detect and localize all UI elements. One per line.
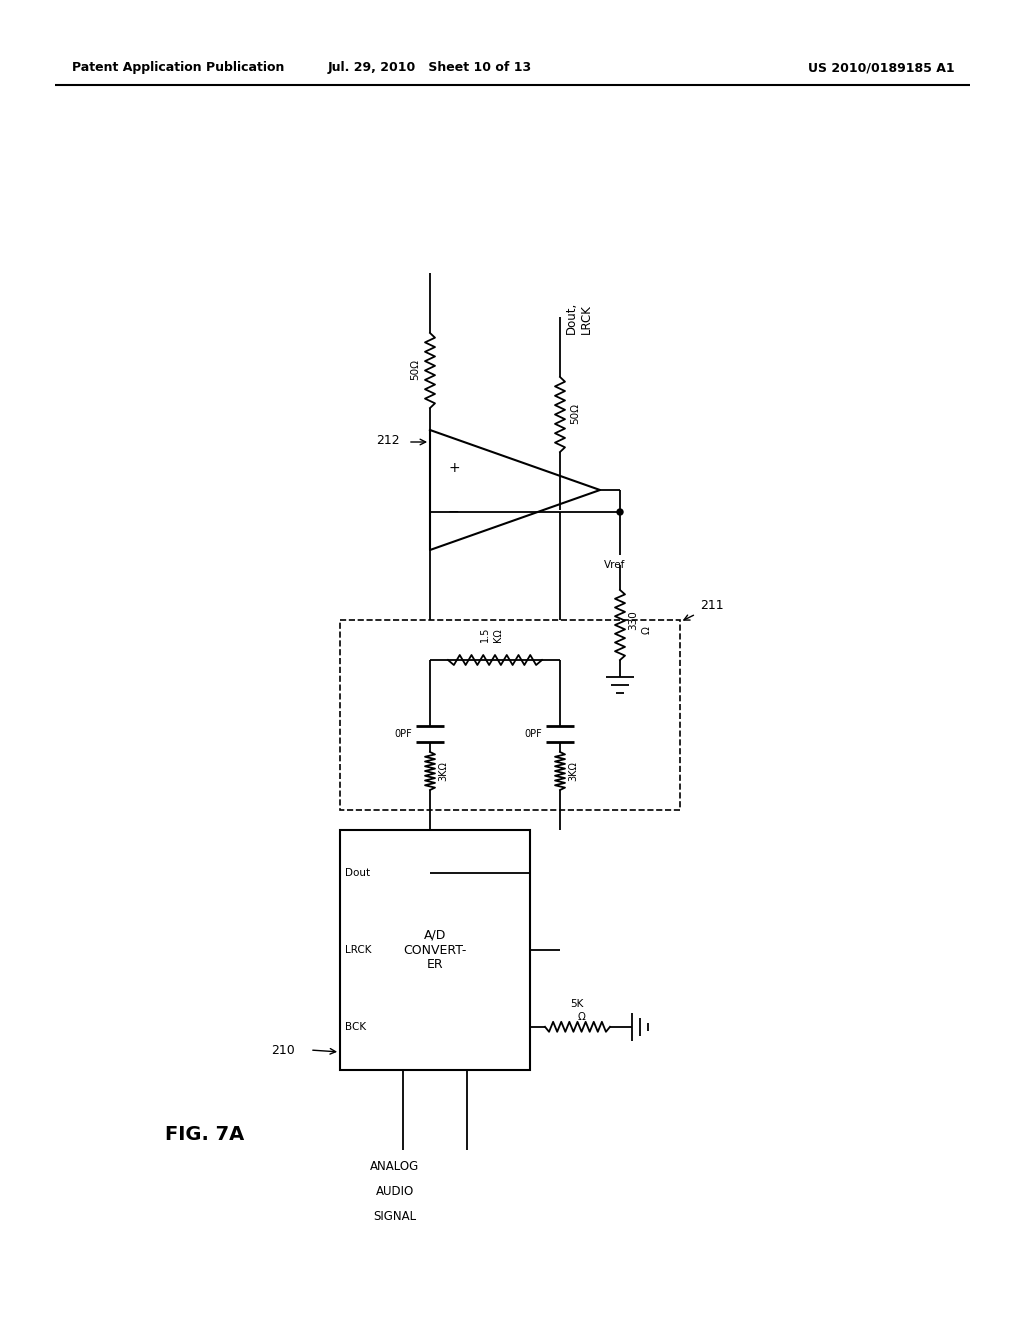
Text: 50Ω: 50Ω <box>570 404 580 425</box>
Text: 330: 330 <box>628 610 638 630</box>
Text: 1.5: 1.5 <box>480 627 490 642</box>
Text: 5K: 5K <box>570 999 584 1008</box>
Text: BCK: BCK <box>345 1022 367 1032</box>
Text: 50Ω: 50Ω <box>410 359 420 380</box>
Text: SIGNAL: SIGNAL <box>373 1210 417 1224</box>
Text: 212: 212 <box>377 433 400 446</box>
Text: AUDIO: AUDIO <box>376 1185 414 1199</box>
Text: Ω: Ω <box>579 1012 586 1022</box>
Text: Dout: Dout <box>345 869 370 878</box>
Text: FIG. 7A: FIG. 7A <box>165 1126 245 1144</box>
Text: −: − <box>449 506 460 519</box>
Text: Jul. 29, 2010   Sheet 10 of 13: Jul. 29, 2010 Sheet 10 of 13 <box>328 62 532 74</box>
Text: +: + <box>449 461 460 475</box>
Circle shape <box>617 510 623 515</box>
Text: LRCK: LRCK <box>345 945 372 954</box>
Text: Patent Application Publication: Patent Application Publication <box>72 62 285 74</box>
Text: 0PF: 0PF <box>524 729 542 739</box>
Text: 3KΩ: 3KΩ <box>438 762 449 781</box>
Bar <box>340 830 530 1071</box>
Text: A/D
CONVERT-
ER: A/D CONVERT- ER <box>403 928 467 972</box>
Text: KΩ: KΩ <box>493 628 503 642</box>
Text: 211: 211 <box>700 599 724 612</box>
Text: Ω: Ω <box>642 626 652 634</box>
Text: ANALOG: ANALOG <box>370 1160 419 1173</box>
Text: Dout,
LRCK: Dout, LRCK <box>565 302 593 334</box>
Text: 3KΩ: 3KΩ <box>568 762 578 781</box>
Text: 0PF: 0PF <box>394 729 412 739</box>
Text: 210: 210 <box>271 1044 295 1056</box>
Text: US 2010/0189185 A1: US 2010/0189185 A1 <box>808 62 955 74</box>
Text: Vref: Vref <box>604 560 626 570</box>
Bar <box>340 620 680 810</box>
